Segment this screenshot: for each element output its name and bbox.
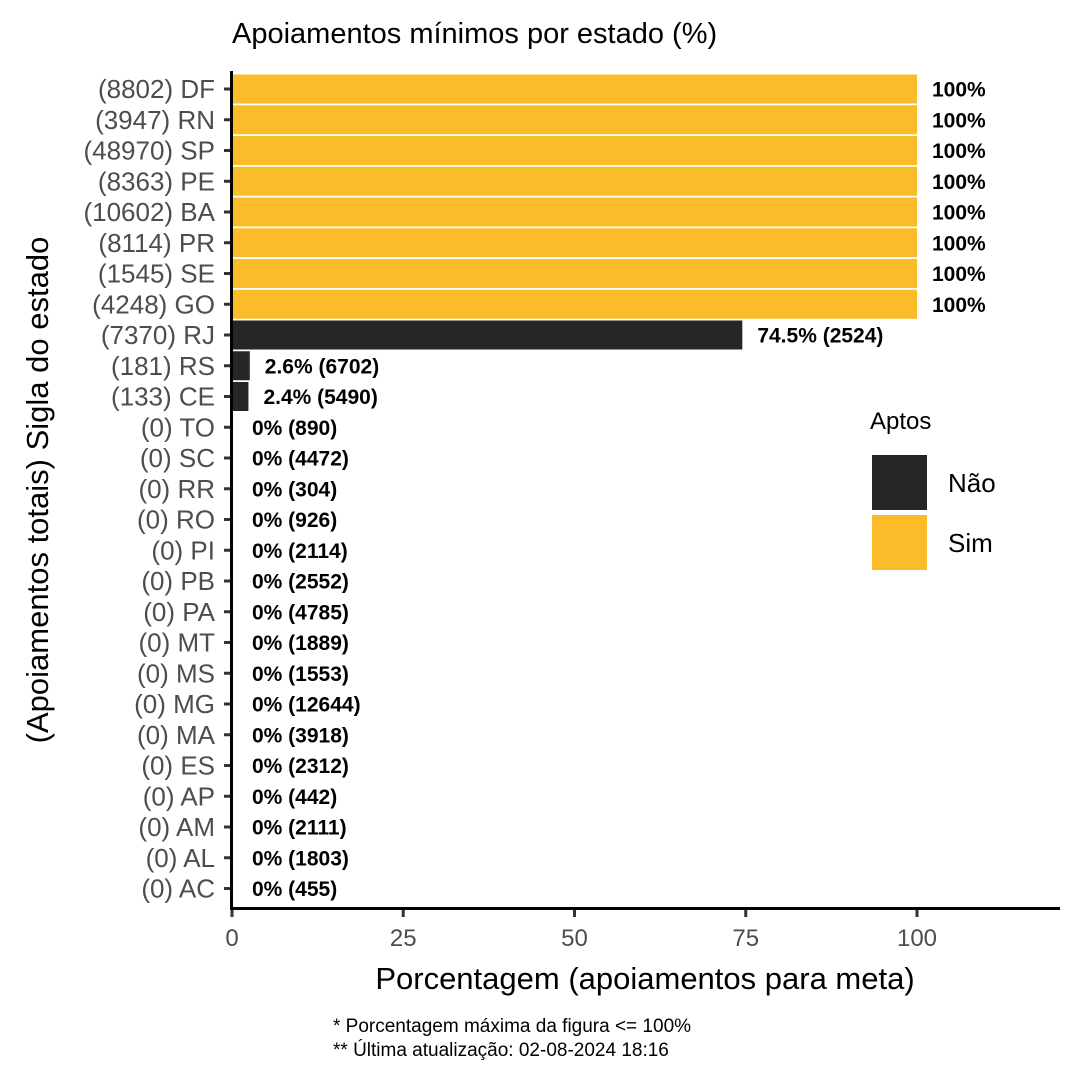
- legend-title: Aptos: [870, 408, 931, 435]
- data-label-8802-df: 100%: [932, 79, 986, 102]
- data-label-0-ms: 0% (1553): [252, 663, 349, 686]
- y-tick-label-8802-df: (8802) DF: [98, 74, 215, 104]
- y-tick-label-181-rs: (181) RS: [111, 351, 215, 381]
- data-label-0-pb: 0% (2552): [252, 571, 349, 594]
- data-label-0-ma: 0% (3918): [252, 724, 349, 747]
- data-label-133-ce: 2.4% (5490): [263, 386, 377, 409]
- data-label-0-pa: 0% (4785): [252, 601, 349, 624]
- y-tick-label-0-ms: (0) MS: [137, 658, 215, 688]
- data-label-0-am: 0% (2111): [252, 817, 347, 840]
- data-label-0-ro: 0% (926): [252, 509, 337, 532]
- legend: Aptos Não Sim: [870, 408, 996, 570]
- y-tick-label-0-al: (0) AL: [146, 843, 215, 873]
- data-label-10602-ba: 100%: [932, 202, 986, 225]
- data-label-0-to: 0% (890): [252, 417, 337, 440]
- bar-4248-go: [232, 289, 917, 319]
- data-label-0-ap: 0% (442): [252, 786, 337, 809]
- y-tick-label-0-am: (0) AM: [138, 812, 215, 842]
- y-tick-label-1545-se: (1545) SE: [98, 259, 215, 289]
- x-tick-label-50: 50: [561, 925, 588, 952]
- bar-8363-pe: [232, 166, 917, 196]
- y-tick-label-4248-go: (4248) GO: [92, 289, 215, 319]
- legend-swatch-nao: [872, 455, 927, 510]
- data-label-0-pi: 0% (2114): [252, 540, 348, 563]
- data-label-0-mt: 0% (1889): [252, 632, 349, 655]
- legend-swatch-sim: [872, 515, 927, 570]
- y-tick-label-0-es: (0) ES: [141, 751, 215, 781]
- y-tick-label-0-mt: (0) MT: [138, 628, 215, 658]
- x-tick-layer: 0 25 50 75 100: [225, 910, 937, 952]
- bar-7370-rj: [232, 320, 743, 350]
- x-tick-label-75: 75: [732, 925, 759, 952]
- data-label-0-rr: 0% (304): [252, 478, 337, 501]
- data-label-181-rs: 2.6% (6702): [265, 355, 379, 378]
- y-tick-label-0-rr: (0) RR: [138, 474, 215, 504]
- y-tick-label-0-mg: (0) MG: [134, 689, 215, 719]
- x-axis-label: Porcentagem (apoiamentos para meta): [375, 961, 914, 996]
- data-label-8114-pr: 100%: [932, 232, 986, 255]
- x-tick-label-25: 25: [390, 925, 417, 952]
- data-label-3947-rn: 100%: [932, 109, 986, 132]
- bar-8802-df: [232, 74, 917, 104]
- y-tick-label-0-ap: (0) AP: [143, 781, 215, 811]
- data-label-8363-pe: 100%: [932, 171, 986, 194]
- y-tick-label-0-ac: (0) AC: [141, 874, 215, 904]
- bar-3947-rn: [232, 105, 917, 135]
- y-tick-label-133-ce: (133) CE: [111, 382, 215, 412]
- data-label-0-sc: 0% (4472): [252, 448, 349, 471]
- caption-max-percent: * Porcentagem máxima da figura <= 100%: [333, 1016, 691, 1037]
- x-tick-label-0: 0: [225, 925, 238, 952]
- bar-1545-se: [232, 259, 917, 288]
- bars-layer: 100% 100% 100% 100% 100% 100% 100% 100% 74.5% (2…: [232, 74, 986, 901]
- y-tick-label-8363-pe: (8363) PE: [98, 166, 215, 196]
- y-tick-label-0-pa: (0) PA: [143, 597, 215, 627]
- data-label-0-al: 0% (1803): [252, 847, 349, 870]
- data-label-7370-rj: 74.5% (2524): [757, 325, 883, 348]
- y-tick-layer: (8802) DF(3947) RN(48970) SP(8363) PE(10…: [83, 74, 231, 904]
- data-label-0-ac: 0% (455): [252, 878, 337, 901]
- y-tick-label-0-sc: (0) SC: [140, 443, 215, 473]
- data-label-48970-sp: 100%: [932, 140, 986, 163]
- bar-8114-pr: [232, 228, 917, 258]
- y-tick-label-0-pb: (0) PB: [141, 566, 215, 596]
- bar-181-rs: [232, 351, 250, 381]
- data-label-0-mg: 0% (12644): [252, 694, 361, 717]
- data-label-1545-se: 100%: [932, 263, 986, 286]
- x-tick-label-100: 100: [897, 925, 937, 952]
- y-axis-label: (Apoiamentos totais) Sigla do estado: [20, 237, 55, 744]
- bar-48970-sp: [232, 136, 917, 165]
- chart-title: Apoiamentos mínimos por estado (%): [232, 18, 717, 50]
- y-tick-label-8114-pr: (8114) PR: [98, 228, 215, 258]
- y-tick-label-48970-sp: (48970) SP: [83, 136, 215, 166]
- bar-10602-ba: [232, 197, 917, 227]
- y-tick-label-0-pi: (0) PI: [151, 535, 215, 565]
- y-tick-label-0-to: (0) TO: [141, 412, 215, 442]
- data-label-4248-go: 100%: [932, 294, 986, 317]
- caption-last-update: ** Última atualização: 02-08-2024 18:16: [333, 1039, 669, 1061]
- y-tick-label-0-ro: (0) RO: [137, 505, 215, 535]
- bar-133-ce: [232, 382, 249, 411]
- legend-label-sim: Sim: [948, 528, 993, 558]
- y-tick-label-10602-ba: (10602) BA: [83, 197, 215, 227]
- y-tick-label-7370-rj: (7370) RJ: [101, 320, 215, 350]
- data-label-0-es: 0% (2312): [252, 755, 349, 778]
- y-tick-label-0-ma: (0) MA: [137, 720, 216, 750]
- y-tick-label-3947-rn: (3947) RN: [95, 105, 215, 135]
- legend-label-nao: Não: [948, 468, 996, 498]
